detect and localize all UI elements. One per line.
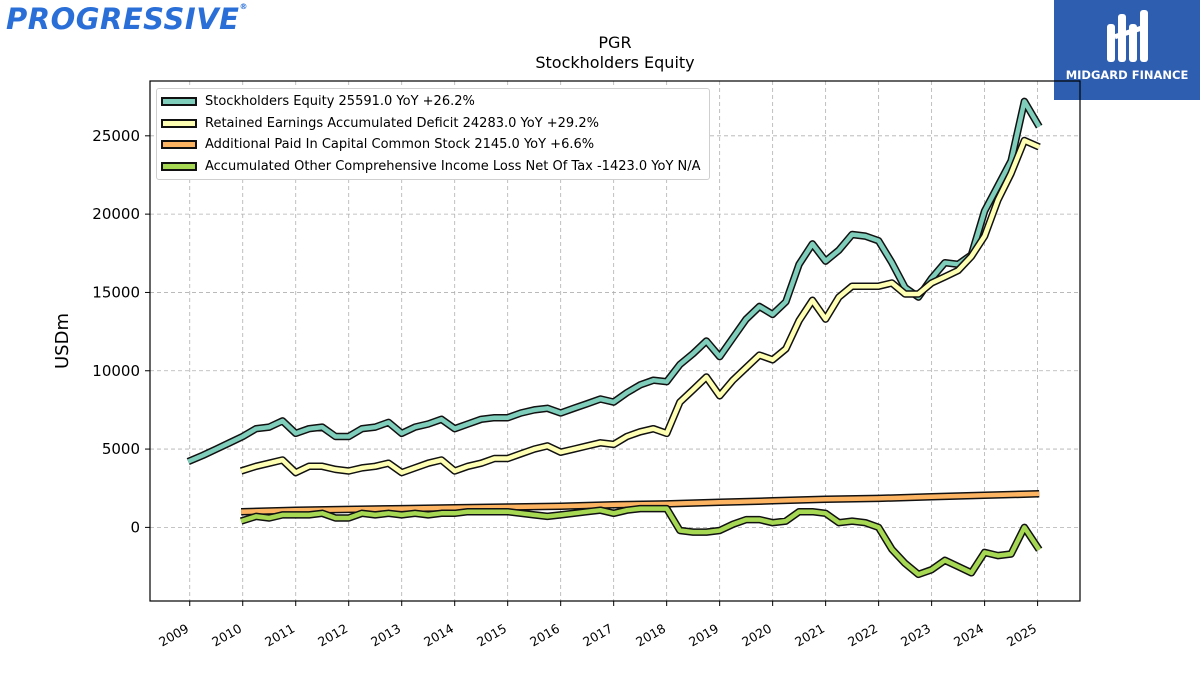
series-outline	[239, 136, 1041, 477]
x-tick-label: 2016	[527, 621, 562, 650]
x-tick-label: 2017	[580, 621, 615, 650]
x-tick-label: 2010	[209, 621, 244, 650]
progressive-logo-text: PROGRESSIVE	[6, 2, 240, 36]
legend-item: Accumulated Other Comprehensive Income L…	[161, 156, 701, 178]
legend-item: Additional Paid In Capital Common Stock …	[161, 134, 701, 156]
y-tick-label: 25000	[92, 127, 140, 145]
legend-label: Accumulated Other Comprehensive Income L…	[205, 158, 701, 174]
x-tick-label: 2013	[368, 621, 403, 650]
series-equity	[186, 97, 1043, 466]
x-tick-label: 2023	[898, 621, 933, 650]
midgard-brand-text: MIDGARD FINANCE	[1065, 68, 1189, 82]
progressive-logo: PROGRESSIVE®	[6, 2, 248, 36]
series-retained	[239, 136, 1041, 477]
y-tick-label: 0	[130, 518, 140, 536]
legend-label: Additional Paid In Capital Common Stock …	[205, 137, 595, 153]
x-tick-label: 2022	[845, 621, 880, 650]
x-tick-label: 2024	[951, 621, 986, 650]
y-tick-label: 20000	[92, 205, 140, 223]
y-axis-label: USDm	[52, 313, 73, 369]
y-tick-label: 15000	[92, 283, 140, 301]
registered-mark: ®	[239, 2, 248, 11]
chart-title: PGR	[598, 33, 632, 52]
x-tick-label: 2021	[792, 621, 827, 650]
x-tick-label: 2025	[1004, 621, 1039, 650]
chart-legend: Stockholders Equity 25591.0 YoY +26.2% R…	[156, 88, 710, 180]
legend-label: Retained Earnings Accumulated Deficit 24…	[205, 115, 599, 131]
midgard-emblem-icon	[1107, 10, 1148, 62]
series-line	[240, 138, 1041, 475]
legend-item: Stockholders Equity 25591.0 YoY +26.2%	[161, 91, 701, 113]
legend-swatch-apic	[161, 140, 197, 150]
x-tick-label: 2011	[262, 621, 297, 650]
x-tick-label: 2015	[474, 621, 509, 650]
legend-swatch-equity	[161, 97, 197, 107]
midgard-finance-logo: MIDGARD FINANCE	[1054, 0, 1200, 100]
legend-swatch-retained	[161, 118, 197, 128]
y-tick-label: 10000	[92, 362, 140, 380]
plot-frame	[149, 80, 1081, 602]
x-tick-label: 2014	[421, 621, 456, 650]
x-tick-label: 2009	[156, 621, 191, 650]
x-tick-label: 2019	[686, 621, 721, 650]
series-line	[187, 99, 1042, 464]
series-outline	[239, 504, 1043, 579]
legend-swatch-aoci	[161, 161, 197, 171]
x-tick-label: 2012	[315, 621, 350, 650]
series-aoci	[239, 504, 1043, 579]
legend-item: Retained Earnings Accumulated Deficit 24…	[161, 113, 701, 135]
series-apic	[240, 490, 1040, 516]
series-line	[241, 491, 1040, 514]
series-line	[240, 506, 1042, 577]
legend-label: Stockholders Equity 25591.0 YoY +26.2%	[205, 94, 475, 110]
x-tick-label: 2020	[739, 621, 774, 650]
chart-subtitle: Stockholders Equity	[535, 53, 695, 72]
y-tick-label: 5000	[102, 440, 140, 458]
x-tick-label: 2018	[633, 621, 668, 650]
